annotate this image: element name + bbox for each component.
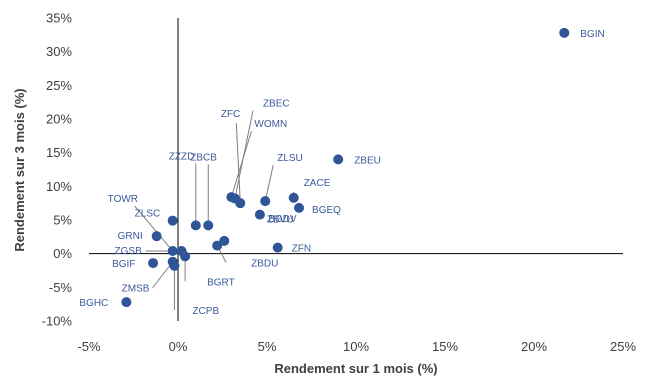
leader-line [152, 261, 174, 289]
x-tick-label: 0% [169, 339, 188, 354]
point-label: TOWR [108, 194, 138, 205]
data-point [190, 220, 201, 231]
data-point [219, 235, 230, 246]
data-point [260, 196, 271, 207]
y-tick-label: -5% [49, 280, 73, 295]
point-label: ZBCB [190, 152, 217, 163]
point-label: BGRT [207, 277, 235, 288]
data-point [226, 192, 237, 203]
data-point [151, 231, 162, 242]
data-point [288, 192, 299, 203]
point-labels: BGINZBEUZBECZFCWOMNZLSUZACEBGEQZBVUZZZDZ… [79, 29, 604, 317]
point-label: ZLSU [277, 153, 303, 164]
axes [89, 18, 623, 321]
point-label: ZGSB [115, 246, 143, 257]
data-point [169, 260, 180, 271]
data-point [180, 251, 191, 262]
y-tick-label: 20% [46, 112, 72, 127]
data-point [294, 202, 305, 213]
data-point [333, 154, 344, 165]
x-tick-label: -5% [77, 339, 101, 354]
point-label: ZMSB [122, 284, 150, 295]
y-tick-label: -10% [42, 314, 73, 329]
point-label: ZCPB [192, 306, 219, 317]
leader-line [264, 165, 274, 202]
y-axis-title: Rendement sur 3 mois (%) [12, 88, 27, 251]
point-label: ZBEC [263, 98, 290, 109]
point-label: BGHC [79, 298, 108, 309]
point-label: GRNI [118, 231, 143, 242]
y-tick-label: 15% [46, 145, 72, 160]
x-tick-label: 15% [432, 339, 458, 354]
point-label: ZACE [304, 178, 331, 189]
y-tick-label: 5% [53, 213, 72, 228]
point-label: BGEQ [312, 205, 341, 216]
leader-line [230, 130, 252, 198]
data-point [272, 242, 283, 253]
data-point [235, 198, 246, 209]
point-label: ZLSC [135, 209, 161, 220]
data-point [167, 245, 178, 256]
data-point [203, 220, 214, 231]
y-tick-label: 25% [46, 78, 72, 93]
point-label: ZBVU [267, 215, 294, 226]
y-tick-label: 30% [46, 44, 72, 59]
x-tick-label: 20% [521, 339, 547, 354]
data-point [121, 297, 132, 308]
point-label: ZBDU [251, 259, 278, 270]
point-label: WOMN [254, 119, 287, 130]
x-tick-label: 5% [258, 339, 277, 354]
point-label: ZFN [292, 244, 311, 255]
point-label: BGDV [268, 214, 297, 225]
tick-labels: -5% 0% 5% 10% 15% 20% 25% 35% 30% 25% 20% 15% 10% 5% 0… [42, 11, 637, 355]
x-tick-label: 10% [343, 339, 369, 354]
y-tick-label: 10% [46, 179, 72, 194]
point-label: BGIF [112, 259, 135, 270]
point-label: ZZZD [169, 151, 195, 162]
x-tick-label: 25% [610, 339, 636, 354]
y-tick-label: 35% [46, 11, 72, 26]
point-label: BGIN [580, 29, 604, 40]
y-tick-label: 0% [53, 246, 72, 261]
data-point [559, 27, 570, 38]
data-points [121, 27, 570, 308]
leader-lines [134, 110, 295, 310]
data-point [254, 209, 265, 220]
leader-line [134, 205, 174, 252]
data-point [212, 240, 223, 251]
data-point [148, 258, 159, 269]
point-label: ZBEU [354, 155, 381, 166]
point-label: ZFC [221, 109, 240, 120]
x-axis-title: Rendement sur 1 mois (%) [274, 361, 437, 376]
leader-line [235, 123, 241, 204]
data-point [167, 215, 178, 226]
